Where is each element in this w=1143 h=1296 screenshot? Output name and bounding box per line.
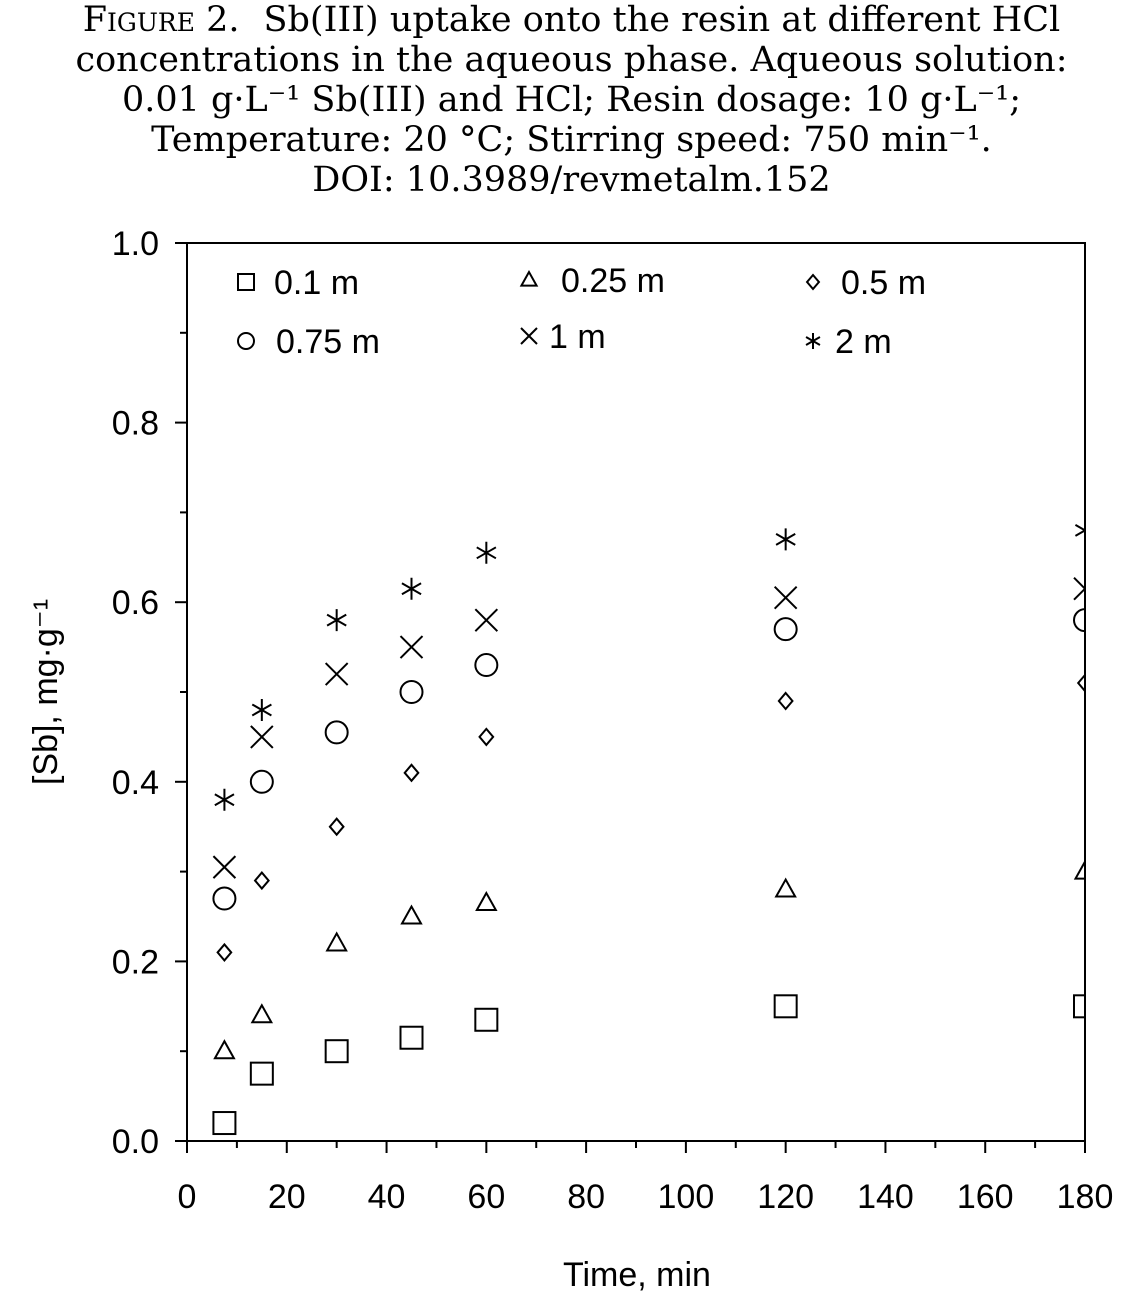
y-tick-label: 1.0 [112,225,159,263]
data-point-triangle [400,904,423,925]
data-point-asterisk [476,541,497,564]
data-point-triangle [325,931,348,952]
legend-label: 1 m [549,318,606,356]
data-point-triangle [475,890,498,912]
legend-label: 0.75 m [276,323,380,361]
legend-marker-cross [520,327,538,345]
data-point-asterisk [251,698,272,721]
data-point-square [212,1111,237,1136]
data-point-square [1073,994,1086,1019]
caption-line-3: 0.01 g·L⁻¹ Sb(III) and HCl; Resin dosage… [121,80,1022,120]
caption-line-1-text: Sb(III) uptake onto the resin at differe… [263,0,1061,40]
legend-marker-diamond [805,273,821,291]
data-point-asterisk [214,788,235,811]
x-tick-label: 140 [857,1178,914,1216]
data-point-square [773,994,798,1019]
x-tick-label: 80 [567,1178,605,1216]
data-point-cross [1073,577,1086,601]
ticks-layer: 0 20 40 60 80 100 120 140 160 180 0.0 0.2 0.4 0.6 0.8 1… [112,225,1114,1216]
data-point-circle [474,653,499,678]
legend-marker-asterisk [805,333,821,349]
caption-line-2: concentrations in the aqueous phase. Aqu… [75,40,1068,80]
x-tick-label: 60 [467,1178,505,1216]
data-point-square [474,1007,499,1032]
data-point-triangle [213,1039,236,1060]
x-tick-label: 0 [178,1178,197,1216]
axes-layer [186,242,1086,1142]
data-point-diamond [478,727,495,747]
legend-marker-circle [237,332,255,350]
data-point-diamond [777,691,794,711]
y-tick-label: 0.0 [112,1123,159,1161]
legend-label: 0.1 m [274,264,359,302]
data-point-cross [250,725,274,749]
series-2-m [214,519,1086,811]
series-0-5-m [216,673,1086,962]
data-point-asterisk [401,577,422,600]
caption-line-1: Figure 2. Sb(III) uptake onto the resin a… [0,0,1143,40]
x-tick-label: 40 [368,1178,406,1216]
series-0-75-m [212,608,1086,911]
x-tick-label: 20 [268,1178,306,1216]
data-point-cross [212,855,237,879]
data-point-cross [399,635,424,659]
data-point-diamond [216,942,233,962]
data-point-circle [249,769,274,794]
data-point-cross [324,662,349,686]
legend-label: 0.5 m [841,264,926,302]
data-point-cross [474,608,499,632]
data-point-circle [399,680,424,704]
caption-figure-label: Figure 2. [82,0,240,40]
data-point-diamond [328,817,345,837]
series-0-25-m [213,859,1086,1060]
y-tick-label: 0.4 [112,764,159,802]
data-point-cross [773,586,798,610]
data-point-circle [212,886,237,911]
x-tick-label: 100 [658,1178,715,1216]
y-tick-label: 0.6 [112,584,159,622]
data-point-circle [1073,608,1086,633]
data-point-asterisk [326,609,347,632]
x-tick-label: 120 [757,1178,814,1216]
data-point-square [324,1039,349,1064]
data-point-diamond [1076,673,1086,693]
series-0-1-m [212,994,1086,1136]
data-point-triangle [1073,859,1086,880]
data-point-square [399,1025,424,1050]
data-point-triangle [774,877,797,898]
data-point-circle [324,720,349,745]
y-tick-label: 0.2 [112,943,159,981]
data-points-layer [212,519,1086,1136]
x-axis-title: Time, min [563,1256,711,1294]
data-point-triangle [250,1003,274,1024]
x-tick-label: 160 [957,1178,1014,1216]
caption-line-4: Temperature: 20 °C; Stirring speed: 750 … [151,120,992,160]
legend-label: 2 m [835,323,892,361]
data-point-diamond [253,871,270,891]
legend-marker-square [237,273,255,291]
plot-frame [186,242,1086,1142]
legend-label: 0.25 m [561,262,665,300]
data-point-circle [773,617,798,642]
y-tick-label: 0.8 [112,405,159,443]
data-point-square [249,1061,274,1086]
x-tick-label: 180 [1057,1178,1114,1216]
figure-caption: Figure 2. Sb(III) uptake onto the resin a… [0,0,1143,200]
data-point-asterisk [1074,519,1086,542]
y-axis-title: [Sb], mg·g⁻¹ [27,599,65,785]
legend-marker-triangle [519,269,539,287]
series-1-m [212,577,1086,879]
legend: 0.1 m 0.25 m 0.5 m 0.75 m 1 m 2 m [237,262,926,361]
data-point-diamond [403,763,420,783]
caption-line-5: DOI: 10.3989/revmetalm.152 [312,160,831,200]
data-point-asterisk [775,528,796,551]
